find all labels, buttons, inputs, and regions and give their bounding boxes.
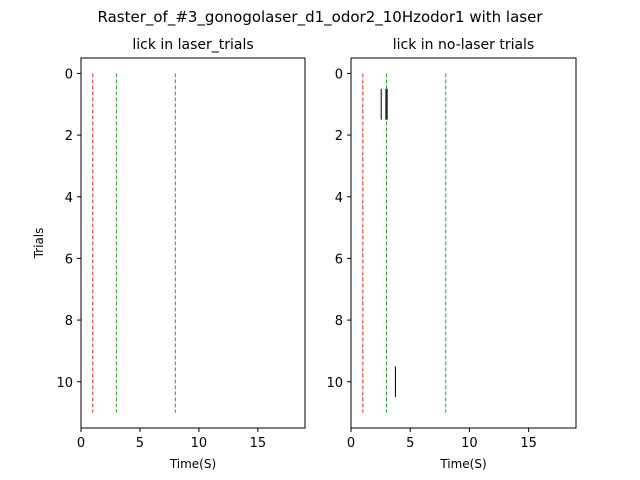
x-axis-label: Time(S) (169, 457, 216, 471)
y-tick-label: 6 (335, 252, 343, 267)
y-tick-label: 2 (335, 129, 343, 144)
y-tick-label: 0 (335, 67, 343, 82)
panel-title: lick in laser_trials (132, 37, 253, 53)
x-tick-label: 10 (461, 436, 478, 451)
y-tick-label: 6 (65, 252, 73, 267)
plot-frame (80, 57, 306, 429)
x-tick-label: 15 (250, 436, 267, 451)
x-tick-label: 0 (77, 436, 85, 451)
x-tick-label: 15 (520, 436, 537, 451)
y-tick-label: 2 (65, 129, 73, 144)
y-tick-label: 10 (56, 376, 73, 391)
panel-title: lick in no-laser trials (393, 37, 534, 53)
x-tick-label: 0 (347, 436, 355, 451)
x-tick-label: 5 (406, 436, 414, 451)
x-tick-label: 10 (191, 436, 208, 451)
plot-frame (350, 57, 577, 429)
x-axis-label: Time(S) (439, 457, 486, 471)
plots: lick in laser_trials 0 5 10 15 0 2 4 6 8 10 Time(S)… (32, 37, 577, 471)
y-axis-label: Trials (32, 228, 46, 260)
x-tick-label: 5 (136, 436, 144, 451)
y-tick-label: 0 (65, 67, 73, 82)
y-tick-label: 8 (65, 314, 73, 329)
raster-panel-2: lick in no-laser trials 0 5 10 15 0 2 4 6 8 10 Time… (326, 37, 577, 471)
y-tick-label: 10 (326, 376, 343, 391)
y-tick-label: 8 (335, 314, 343, 329)
figure-title: Raster_of_#3_gonogolaser_d1_odor2_10Hzod… (97, 8, 543, 27)
y-tick-label: 4 (335, 191, 343, 206)
raster-panel-1: lick in laser_trials 0 5 10 15 0 2 4 6 8 10 Time(S)… (32, 37, 306, 471)
y-tick-label: 4 (65, 191, 73, 206)
